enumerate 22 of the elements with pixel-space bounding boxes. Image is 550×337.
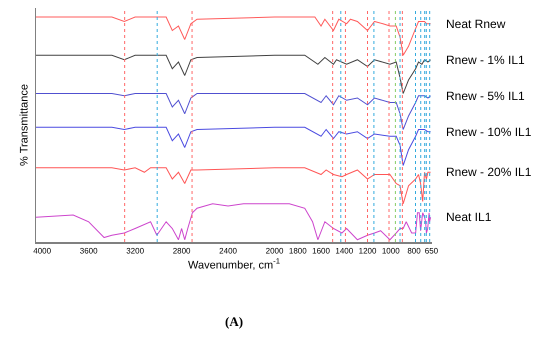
text: (A): [225, 314, 244, 329]
series-label: Rnew - 5% IL1: [446, 89, 526, 103]
series-label: Rnew - 10% IL1: [446, 125, 532, 139]
y-axis-title: % Transmittance: [18, 84, 31, 166]
series-label: Neat IL1: [446, 210, 492, 224]
x-tick-label: 1400: [335, 246, 354, 256]
x-axis-title: Wavenumber, cm$^{-1}$: [188, 256, 280, 272]
series-label: Rnew - 1% IL1: [446, 53, 526, 67]
x-tick-label: 1800: [288, 246, 308, 256]
x-tick-label: 2800: [172, 246, 192, 256]
x-tick-label: 1000: [382, 246, 400, 256]
x-tick-label: 800: [407, 246, 422, 256]
x-tick-label: 3600: [80, 246, 98, 256]
x-tick-label: 4000: [33, 246, 52, 256]
x-tick-label: 2000: [266, 246, 284, 256]
series-label: Neat Rnew: [446, 17, 506, 31]
x-tick-label: 650: [424, 246, 439, 256]
x-tick-label: 3200: [126, 246, 145, 256]
x-tick-label: 1200: [358, 246, 377, 256]
x-tick-label: 2400: [219, 246, 238, 256]
x-tick-label: 1600: [312, 246, 330, 256]
series-label: Rnew - 20% IL1: [446, 165, 532, 179]
